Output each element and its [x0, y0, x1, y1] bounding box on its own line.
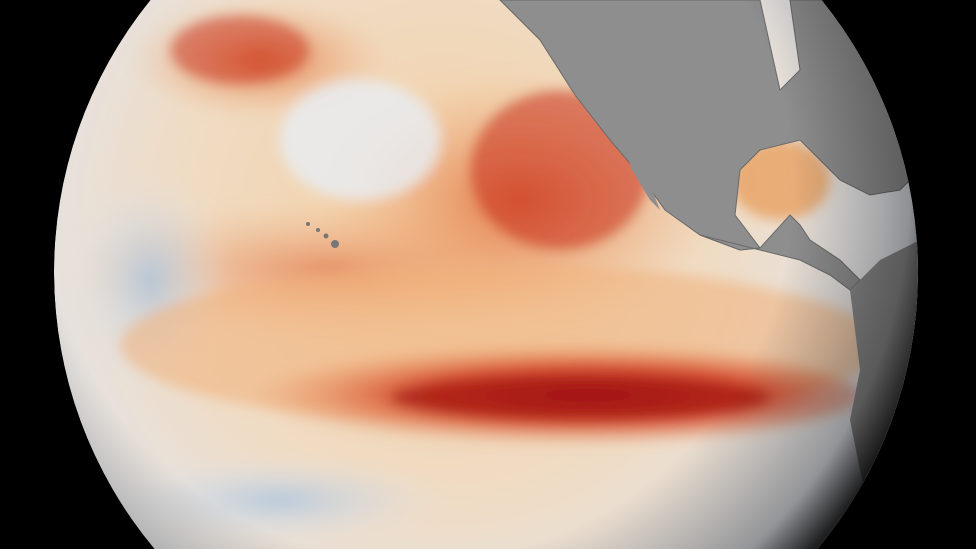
- globe-shading: [54, 0, 918, 549]
